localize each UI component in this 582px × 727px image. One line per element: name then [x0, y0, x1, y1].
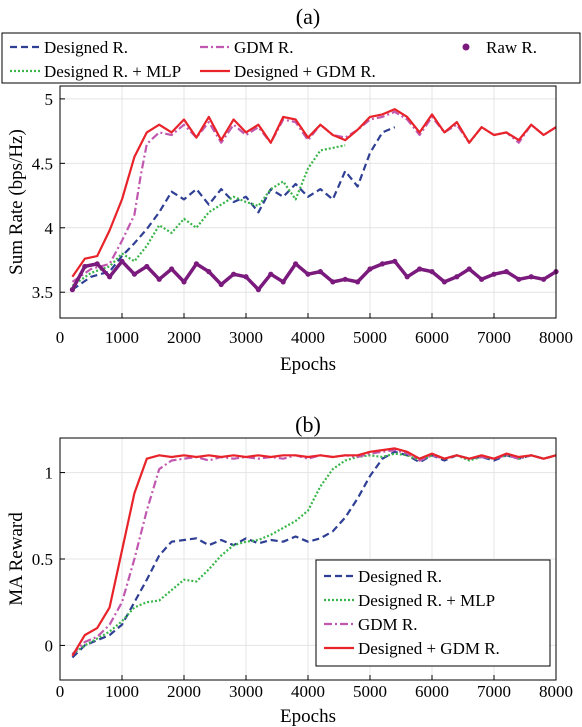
x-axis-label: Epochs: [280, 354, 336, 375]
series-line-3: [71, 447, 557, 657]
series-line-3: [71, 108, 557, 278]
series-point-4: [342, 276, 348, 282]
y-tick-label: 4: [45, 219, 54, 238]
series-point-4: [268, 271, 274, 277]
legend-box: [315, 559, 551, 667]
x-tick-label: 0: [56, 682, 65, 701]
series-point-4: [206, 269, 212, 275]
x-tick-label: 2000: [167, 682, 201, 701]
legend-label: Designed + GDM R.: [358, 639, 500, 658]
series-point-4: [181, 279, 187, 285]
series-point-4: [429, 269, 435, 275]
x-tick-label: 1000: [105, 328, 139, 347]
chart-title: (a): [296, 4, 320, 29]
panel-b: [59, 437, 557, 681]
series-point-4: [441, 279, 447, 285]
series-point-4: [330, 279, 336, 285]
x-tick-label: 6000: [415, 328, 449, 347]
x-tick-label: 2000: [167, 328, 201, 347]
legend-label: Designed R.: [358, 567, 442, 586]
series-point-4: [94, 261, 100, 267]
series-point-4: [466, 266, 472, 272]
series-point-4: [404, 274, 410, 280]
series-point-4: [156, 276, 162, 282]
x-tick-label: 0: [56, 328, 65, 347]
y-tick-label: 5: [45, 90, 54, 109]
series-line-1: [71, 144, 346, 287]
legend-box: [1, 32, 581, 84]
x-tick-label: 7000: [477, 328, 511, 347]
y-tick-label: 3.5: [32, 283, 53, 302]
series-point-4: [317, 269, 323, 275]
series-point-4: [69, 287, 75, 293]
series-point-4: [255, 287, 261, 293]
y-tick-label: 4.5: [32, 154, 53, 173]
legend-label: GDM R.: [358, 615, 418, 634]
y-axis-label: Sum Rate (bps/Hz): [6, 129, 27, 275]
x-tick-label: 3000: [229, 328, 263, 347]
series-point-4: [417, 266, 423, 272]
series-line-4: [70, 259, 557, 292]
series-point-4: [379, 261, 385, 267]
x-tick-label: 6000: [415, 682, 449, 701]
series-point-4: [491, 271, 497, 277]
legend-label: Designed R. + MLP: [44, 62, 181, 81]
x-tick-label: 4000: [291, 682, 325, 701]
panel-a: [1, 32, 581, 319]
legend-label: GDM R.: [234, 38, 294, 57]
series-point-4: [193, 261, 199, 267]
x-tick-label: 4000: [291, 328, 325, 347]
series-point-4: [82, 263, 88, 270]
y-tick-label: 0: [45, 636, 54, 655]
series-point-4: [144, 263, 150, 270]
x-tick-label: 3000: [229, 682, 263, 701]
legend-marker: [462, 43, 470, 51]
y-tick-label: 0.5: [32, 550, 53, 569]
x-tick-label: 1000: [105, 682, 139, 701]
legend-label: Designed R.: [44, 38, 128, 57]
x-tick-label: 5000: [353, 682, 387, 701]
series-line-1: [71, 452, 557, 656]
x-tick-label: 5000: [353, 328, 387, 347]
series-point-4: [107, 274, 113, 280]
series-point-4: [131, 271, 137, 277]
series-point-4: [218, 281, 224, 288]
x-tick-label: 8000: [539, 682, 573, 701]
series-point-4: [119, 258, 125, 264]
chart-title: (b): [295, 412, 321, 437]
series-point-4: [280, 279, 286, 285]
series-point-4: [243, 274, 249, 280]
x-tick-label: 7000: [477, 682, 511, 701]
series-point-4: [503, 269, 509, 275]
series-point-4: [541, 276, 547, 282]
series-point-4: [454, 274, 460, 280]
legend-label: Designed R. + MLP: [358, 591, 495, 610]
series-point-4: [169, 266, 175, 272]
series-point-4: [367, 266, 373, 272]
series-point-4: [355, 279, 361, 285]
series-point-4: [231, 271, 237, 277]
x-axis-label: Epochs: [280, 706, 336, 727]
series-point-4: [479, 276, 485, 282]
x-tick-label: 8000: [539, 328, 573, 347]
series-point-4: [392, 258, 398, 264]
series-point-4: [293, 261, 299, 267]
y-tick-label: 1: [45, 464, 54, 483]
legend-label: Designed + GDM R.: [234, 62, 376, 81]
series-point-4: [516, 276, 522, 282]
series-point-4: [528, 274, 534, 280]
series-point-4: [305, 271, 311, 277]
y-axis-label: MA Reward: [6, 512, 27, 606]
legend-label: Raw R.: [486, 38, 537, 57]
series-line-0: [71, 126, 396, 291]
